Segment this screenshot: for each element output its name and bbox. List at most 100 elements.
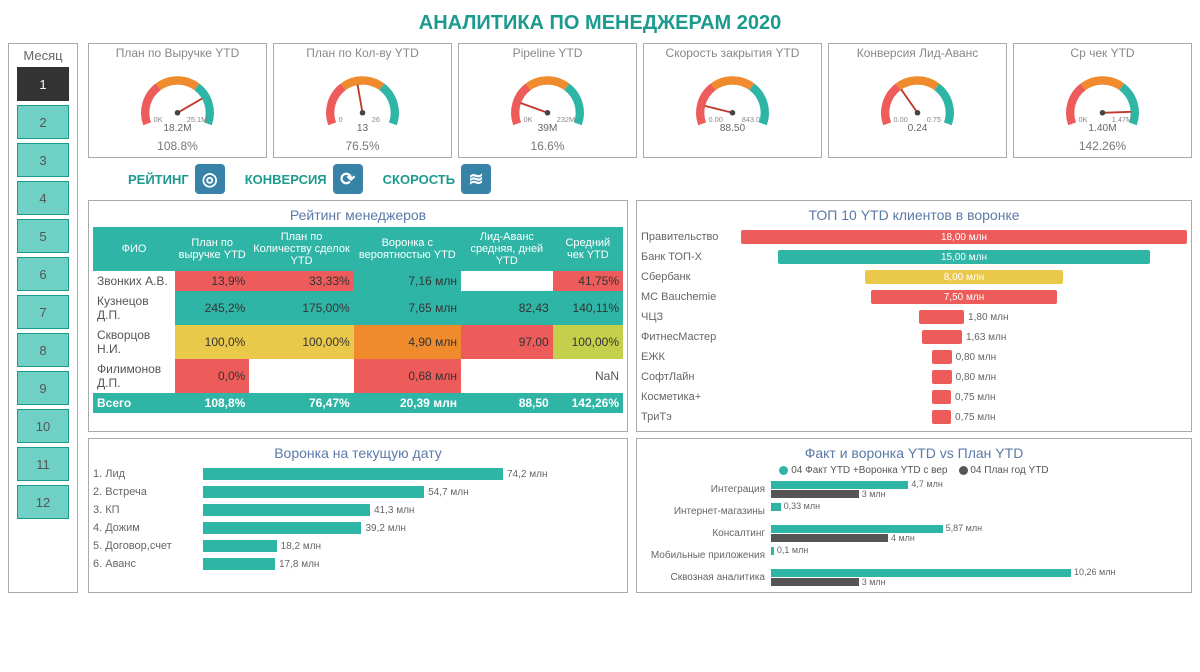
tab-скорость[interactable]: СКОРОСТЬ ≋ bbox=[383, 164, 491, 194]
table-row: Филимонов Д.П.0,0%0,68 млнNaN bbox=[93, 359, 623, 393]
table-row: Скворцов Н.И.100,0%100,00%4,90 млн97,001… bbox=[93, 325, 623, 359]
gauge-label: Ср чек YTD bbox=[1016, 46, 1189, 60]
top10-row: ФитнесМастер1,63 млн bbox=[641, 327, 1187, 347]
fact-row: Интернет-магазины 0,33 млн bbox=[641, 500, 1187, 522]
top10-row: ЕЖК0,80 млн bbox=[641, 347, 1187, 367]
tab-label: СКОРОСТЬ bbox=[383, 172, 455, 187]
svg-text:13: 13 bbox=[357, 123, 369, 134]
funnel-row: 2. Встреча 54,7 млн bbox=[93, 483, 623, 501]
mid-row: Рейтинг менеджеров ФИОПлан по выручке YT… bbox=[88, 200, 1192, 432]
fact-row: Мобильные приложения 0,1 млн bbox=[641, 544, 1187, 566]
top10-row: ТриТэ0,75 млн bbox=[641, 407, 1187, 427]
month-button-2[interactable]: 2 bbox=[17, 105, 69, 139]
top10-row: Косметика+0,75 млн bbox=[641, 387, 1187, 407]
gauge-card-4: Конверсия Лид-Аванс 0.000.750.24 - bbox=[828, 43, 1007, 158]
bottom-row: Воронка на текущую дату 1. Лид 74,2 млн2… bbox=[88, 438, 1192, 593]
month-button-12[interactable]: 12 bbox=[17, 485, 69, 519]
svg-text:232M: 232M bbox=[557, 115, 575, 124]
svg-text:0: 0 bbox=[339, 115, 343, 124]
month-panel: Месяц 123456789101112 bbox=[8, 43, 78, 593]
tab-рейтинг[interactable]: РЕЙТИНГ ◎ bbox=[128, 164, 225, 194]
svg-text:88.50: 88.50 bbox=[720, 123, 746, 134]
svg-text:0K: 0K bbox=[154, 115, 163, 124]
funnel-row: 1. Лид 74,2 млн bbox=[93, 465, 623, 483]
gauge-card-1: План по Кол-ву YTD 0 2613 76.5% bbox=[273, 43, 452, 158]
tab-конверсия[interactable]: КОНВЕРСИЯ ⟳ bbox=[245, 164, 363, 194]
content: План по Выручке YTD 0K25.1M18.2M 108.8%П… bbox=[88, 43, 1192, 593]
gauge-label: Скорость закрытия YTD bbox=[646, 46, 819, 60]
month-button-5[interactable]: 5 bbox=[17, 219, 69, 253]
month-button-10[interactable]: 10 bbox=[17, 409, 69, 443]
rating-table: ФИОПлан по выручке YTDПлан по Количеству… bbox=[93, 227, 623, 413]
gauge-card-5: Ср чек YTD 0K1.47M1.40M 142.26% bbox=[1013, 43, 1192, 158]
funnel-row: 3. КП 41,3 млн bbox=[93, 501, 623, 519]
month-button-11[interactable]: 11 bbox=[17, 447, 69, 481]
rating-panel: Рейтинг менеджеров ФИОПлан по выручке YT… bbox=[88, 200, 628, 432]
gauge-card-3: Скорость закрытия YTD 0.00843.088.50 - bbox=[643, 43, 822, 158]
fact-title: Факт и воронка YTD vs План YTD bbox=[641, 445, 1187, 461]
tab-icon: ≋ bbox=[461, 164, 491, 194]
tab-icon: ⟳ bbox=[333, 164, 363, 194]
gauge-label: План по Кол-ву YTD bbox=[276, 46, 449, 60]
gauge-label: План по Выручке YTD bbox=[91, 46, 264, 60]
funnel-title: Воронка на текущую дату bbox=[93, 445, 623, 461]
month-button-8[interactable]: 8 bbox=[17, 333, 69, 367]
svg-text:0.75: 0.75 bbox=[927, 115, 941, 124]
svg-text:26: 26 bbox=[372, 115, 380, 124]
gauge-label: Конверсия Лид-Аванс bbox=[831, 46, 1004, 60]
tab-label: КОНВЕРСИЯ bbox=[245, 172, 327, 187]
month-button-3[interactable]: 3 bbox=[17, 143, 69, 177]
fact-row: Интеграция 4,7 млн 3 млн bbox=[641, 478, 1187, 500]
fact-legend: 04 Факт YTD +Воронка YTD с вер 04 План г… bbox=[641, 465, 1187, 476]
svg-text:18.2M: 18.2M bbox=[163, 123, 191, 134]
svg-text:0K: 0K bbox=[1079, 115, 1088, 124]
rating-header: План по выручке YTD bbox=[175, 227, 249, 271]
tab-row: РЕЙТИНГ ◎ КОНВЕРСИЯ ⟳ СКОРОСТЬ ≋ bbox=[88, 164, 1192, 194]
tab-icon: ◎ bbox=[195, 164, 225, 194]
fact-row: Сквозная аналитика 10,26 млн 3 млн bbox=[641, 566, 1187, 588]
month-button-4[interactable]: 4 bbox=[17, 181, 69, 215]
table-row: Звонких А.В.13,9%33,33%7,16 млн41,75% bbox=[93, 271, 623, 291]
rating-header: Воронка с вероятностью YTD bbox=[354, 227, 461, 271]
svg-text:0.00: 0.00 bbox=[894, 115, 908, 124]
gauge-label: Pipeline YTD bbox=[461, 46, 634, 60]
top10-row: Сбербанк8,00 млн bbox=[641, 267, 1187, 287]
table-row: Кузнецов Д.П.245,2%175,00%7,65 млн82,431… bbox=[93, 291, 623, 325]
rating-header: ФИО bbox=[93, 227, 175, 271]
gauge-pct: 108.8% bbox=[91, 139, 264, 153]
funnel-row: 6. Аванс 17,8 млн bbox=[93, 555, 623, 573]
svg-text:39M: 39M bbox=[538, 123, 558, 134]
month-header: Месяц bbox=[13, 48, 73, 63]
table-total: Всего108,8%76,47%20,39 млн88,50142,26% bbox=[93, 393, 623, 413]
top10-panel: ТОП 10 YTD клиентов в воронке Правительс… bbox=[636, 200, 1192, 432]
gauge-pct: 16.6% bbox=[461, 139, 634, 153]
svg-text:1.40M: 1.40M bbox=[1088, 123, 1116, 134]
top10-row: ЧЦЗ1,80 млн bbox=[641, 307, 1187, 327]
month-button-9[interactable]: 9 bbox=[17, 371, 69, 405]
gauges-row: План по Выручке YTD 0K25.1M18.2M 108.8%П… bbox=[88, 43, 1192, 158]
month-button-1[interactable]: 1 bbox=[17, 67, 69, 101]
fact-row: Консалтинг 5,87 млн 4 млн bbox=[641, 522, 1187, 544]
main-layout: Месяц 123456789101112 План по Выручке YT… bbox=[8, 43, 1192, 593]
fact-panel: Факт и воронка YTD vs План YTD 04 Факт Y… bbox=[636, 438, 1192, 593]
gauge-pct: 76.5% bbox=[276, 139, 449, 153]
funnel-panel: Воронка на текущую дату 1. Лид 74,2 млн2… bbox=[88, 438, 628, 593]
rating-header: Средний чек YTD bbox=[553, 227, 623, 271]
tab-label: РЕЙТИНГ bbox=[128, 172, 189, 187]
page-title: АНАЛИТИКА ПО МЕНЕДЖЕРАМ 2020 bbox=[8, 12, 1192, 35]
month-button-7[interactable]: 7 bbox=[17, 295, 69, 329]
svg-text:0K: 0K bbox=[524, 115, 533, 124]
top10-title: ТОП 10 YTD клиентов в воронке bbox=[641, 207, 1187, 223]
top10-row: Банк ТОП-Х15,00 млн bbox=[641, 247, 1187, 267]
gauge-card-2: Pipeline YTD 0K 232M39M 16.6% bbox=[458, 43, 637, 158]
top10-row: СофтЛайн0,80 млн bbox=[641, 367, 1187, 387]
rating-title: Рейтинг менеджеров bbox=[93, 207, 623, 223]
svg-text:0.24: 0.24 bbox=[908, 123, 928, 134]
gauge-pct: 142.26% bbox=[1016, 139, 1189, 153]
funnel-row: 4. Дожим 39,2 млн bbox=[93, 519, 623, 537]
top10-row: МС Bauchemie7,50 млн bbox=[641, 287, 1187, 307]
month-button-6[interactable]: 6 bbox=[17, 257, 69, 291]
rating-header: Лид-Аванс средняя, дней YTD bbox=[461, 227, 553, 271]
rating-header: План по Количеству сделок YTD bbox=[249, 227, 353, 271]
top10-row: Правительство18,00 млн bbox=[641, 227, 1187, 247]
